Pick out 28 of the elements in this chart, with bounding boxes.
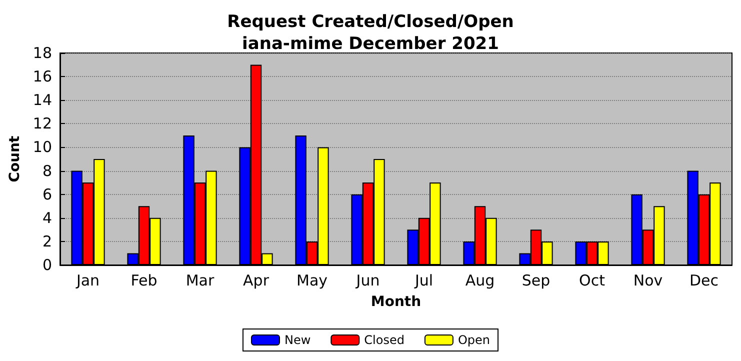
x-tick-label: Oct [579,272,606,290]
x-tick-label: Sep [522,272,550,290]
y-tick-label: 6 [42,185,52,204]
y-tick-label: 4 [42,208,52,227]
x-axis-title: Month [370,294,422,310]
x-tick-label: Mar [186,272,215,290]
y-tick-label: 10 [32,138,52,156]
chart-title: Request Created/Closed/Open iana-mime December 2021 [227,12,514,54]
y-tick-label: 12 [32,114,52,133]
x-tick-label: Dec [689,272,719,290]
legend-label: Closed [364,333,404,347]
y-tick-label: 16 [32,68,52,86]
y-tick-label: 8 [42,162,52,180]
x-tick-label: Feb [130,272,158,290]
y-tick-label: 14 [32,91,52,110]
y-tick-label: 0 [42,256,52,274]
legend-label: New [284,333,311,347]
x-tick-label: Aug [465,272,495,290]
legend-label: Open [458,333,490,347]
y-tick-label: 18 [32,44,52,62]
y-axis-title: Count [7,135,23,182]
y-tick-label: 2 [42,232,52,250]
x-tick-label: Apr [243,272,270,290]
x-tick-label: Jun [355,272,380,290]
x-tick-label: Jul [414,272,434,290]
x-tick-label: Jan [75,272,100,290]
x-tick-label: May [296,272,328,290]
x-tick-label: Nov [633,272,663,290]
